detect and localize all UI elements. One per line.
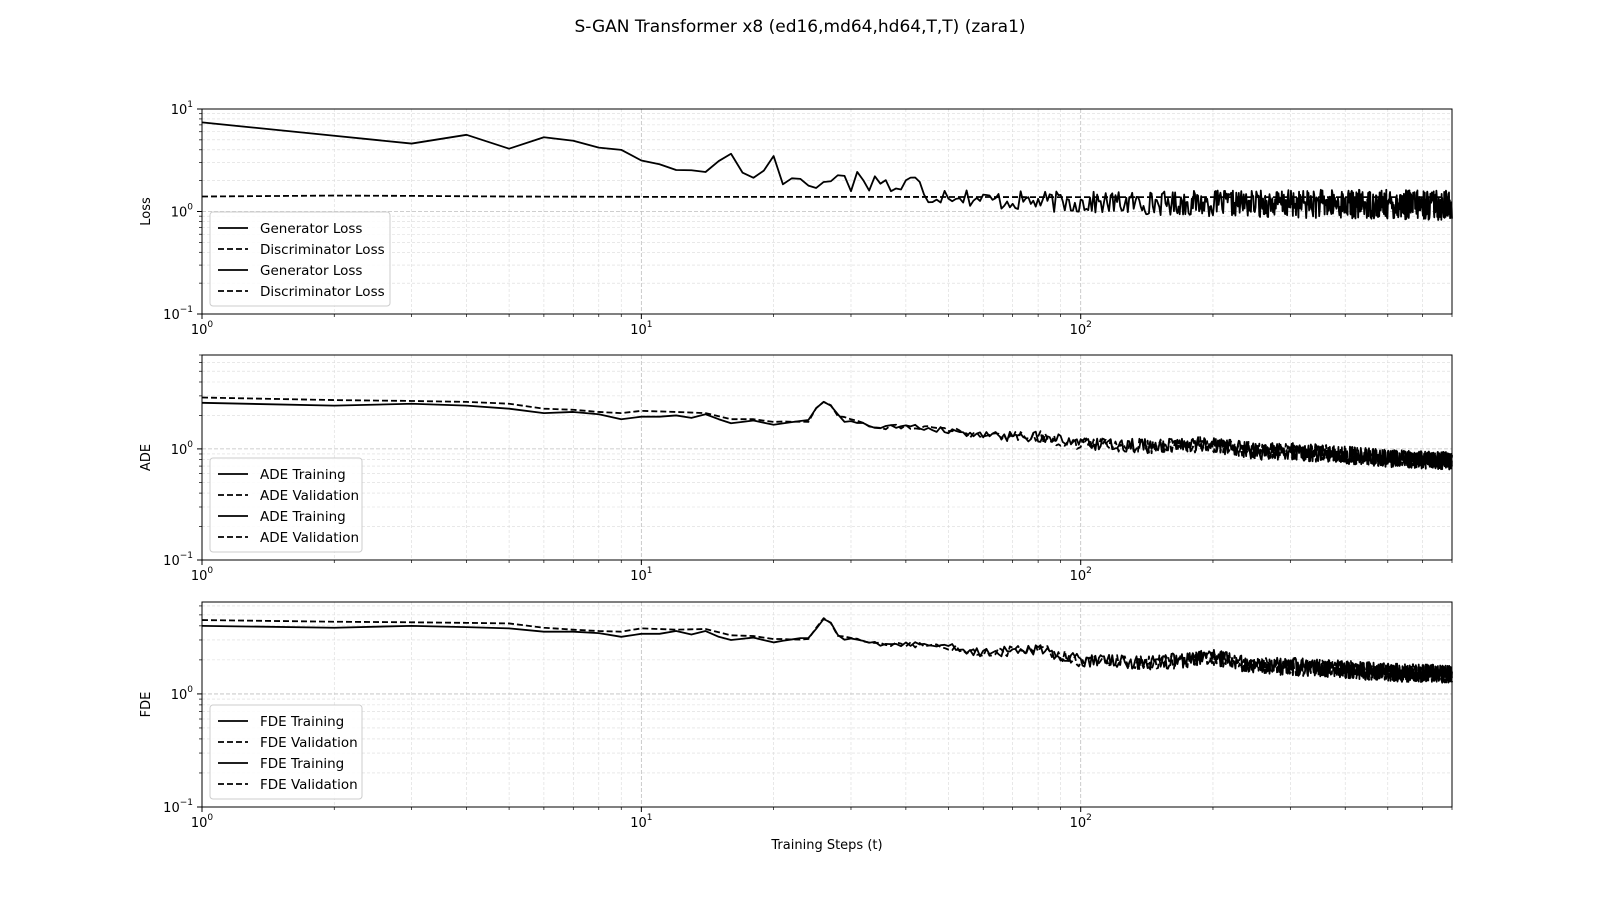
- legend-entry: Generator Loss: [260, 221, 362, 237]
- x-tick-label: 101: [630, 320, 652, 338]
- x-axis-label: Training Steps (t): [770, 838, 882, 853]
- x-tick-label: 102: [1070, 566, 1092, 584]
- series-line-ade-0: [201, 400, 1453, 471]
- x-tick-label: 102: [1070, 320, 1092, 338]
- y-axis-label: ADE: [139, 444, 154, 471]
- figure-title: S-GAN Transformer x8 (ed16,md64,hd64,T,T…: [574, 17, 1025, 37]
- y-tick-label: 100: [171, 203, 194, 221]
- legend-box: [209, 457, 363, 553]
- legend-entry: Discriminator Loss: [260, 242, 385, 258]
- y-tick-label: 100: [171, 685, 194, 703]
- y-tick-label: 10−1: [163, 551, 193, 569]
- series-line-loss-0: [201, 121, 1453, 221]
- series-line-fde-1: [201, 617, 1453, 684]
- legend-box: [209, 704, 363, 800]
- y-axis-label: FDE: [139, 692, 154, 718]
- y-axis-label: Loss: [139, 197, 154, 226]
- legend: FDE Training FDE Validation FDE Training FD…: [209, 704, 363, 800]
- legend: Generator Loss Discriminator Loss Generato…: [209, 211, 391, 307]
- legend-entry: ADE Validation: [260, 488, 359, 504]
- series-line-loss-1: [201, 194, 1453, 199]
- y-tick-label: 10−1: [163, 798, 193, 816]
- legend-entry: FDE Training: [260, 714, 344, 730]
- axes-frame: [201, 354, 1453, 561]
- x-tick-label: 100: [191, 813, 214, 831]
- x-tick-label: 101: [630, 566, 652, 584]
- legend-entry: Generator Loss: [260, 263, 362, 279]
- legend-entry: Discriminator Loss: [260, 284, 385, 300]
- legend-box: [209, 211, 391, 307]
- y-tick-label: 100: [171, 440, 194, 458]
- x-tick-label: 102: [1070, 813, 1092, 831]
- y-tick-label: 10−1: [163, 305, 193, 323]
- series-line-ade-1: [201, 396, 1453, 471]
- x-tick-label: 100: [191, 320, 214, 338]
- y-tick-label: 101: [171, 100, 193, 118]
- legend-entry: FDE Validation: [260, 735, 358, 751]
- x-tick-label: 101: [630, 813, 652, 831]
- legend-entry: FDE Training: [260, 756, 344, 772]
- legend-entry: ADE Training: [260, 509, 346, 525]
- axes-frame: [201, 601, 1453, 808]
- x-tick-label: 100: [191, 566, 214, 584]
- legend: ADE Training ADE Validation ADE Training AD…: [209, 457, 363, 553]
- legend-entry: FDE Validation: [260, 777, 358, 793]
- legend-entry: ADE Validation: [260, 530, 359, 546]
- legend-entry: ADE Training: [260, 467, 346, 483]
- axes-frame: [201, 108, 1453, 315]
